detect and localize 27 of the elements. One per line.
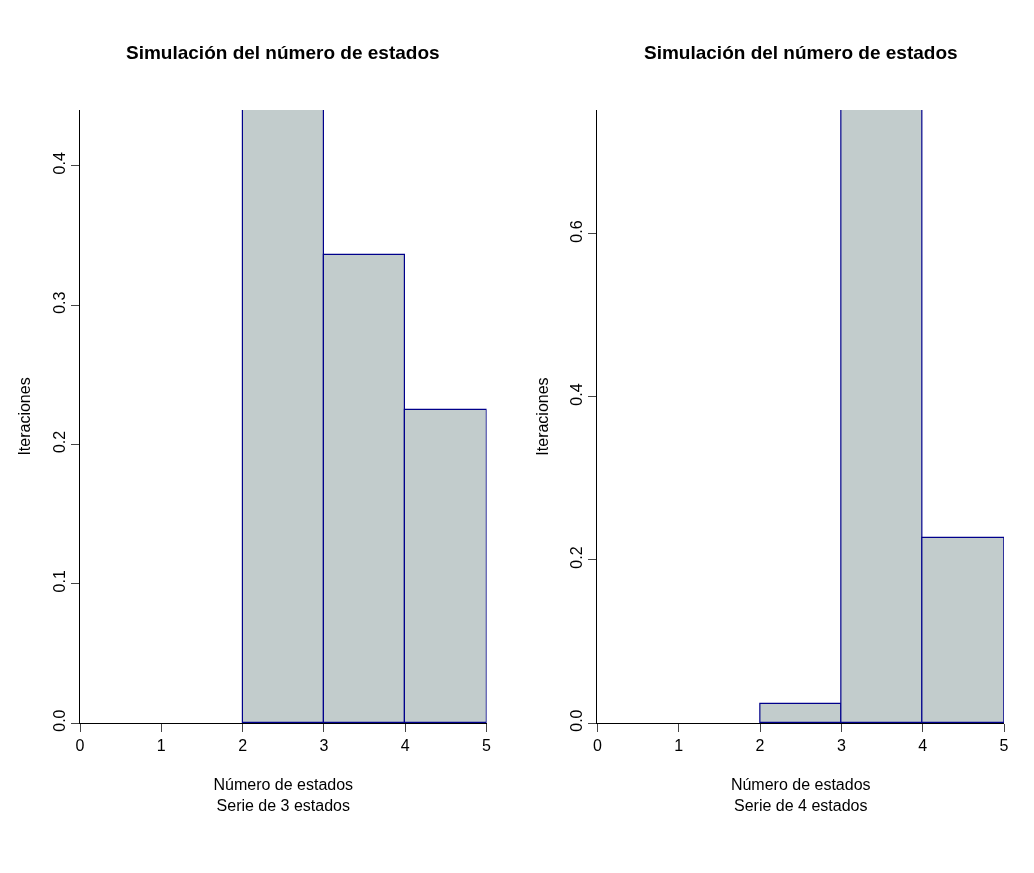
x-tick-label: 3 (836, 737, 846, 755)
y-tick-label: 0.4 (50, 152, 68, 175)
chart-title: Simulación del número de estados (126, 42, 440, 63)
y-axis-title: Iteraciones (16, 377, 34, 456)
x-tick-label: 5 (999, 737, 1009, 755)
chart-title: Simulación del número de estados (644, 42, 958, 63)
x-tick-label: 1 (156, 737, 166, 755)
x-tick-label: 4 (400, 737, 410, 755)
y-axis-title: Iteraciones (533, 377, 551, 456)
x-axis-title: Número de estados Serie de 4 estados (730, 775, 871, 814)
x-tick-label: 0 (75, 737, 85, 755)
y-tick-label: 0.3 (50, 291, 68, 314)
y-tick-label: 0.4 (568, 383, 586, 406)
x-axis-title: Número de estados Serie de 3 estados (213, 775, 354, 814)
y-tick-label: 0.2 (50, 430, 68, 454)
y-tick-label: 0.0 (568, 709, 586, 732)
y-tick-label: 0.1 (50, 570, 68, 593)
x-tick-label: 3 (319, 737, 329, 755)
x-tick-label: 0 (592, 737, 602, 755)
y-tick-label: 0.2 (568, 546, 586, 569)
y-tick-label: 0.0 (50, 709, 68, 732)
x-tick-label: 2 (238, 737, 248, 755)
x-tick-label: 1 (674, 737, 684, 755)
x-tick-label: 5 (482, 737, 492, 755)
y-tick-label: 0.6 (568, 220, 586, 243)
x-tick-label: 4 (918, 737, 928, 755)
x-tick-label: 2 (755, 737, 765, 755)
